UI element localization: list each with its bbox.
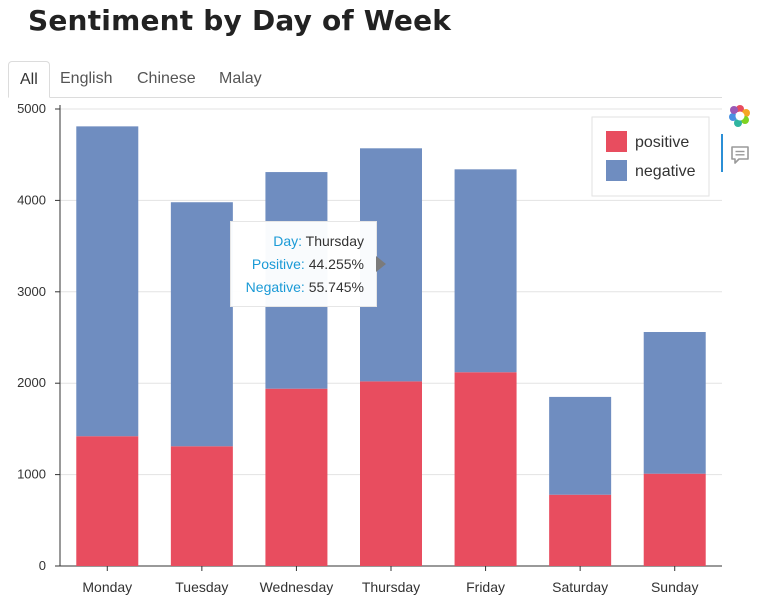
tooltip-negative-key: Negative: — [245, 279, 305, 295]
tab-bar: All English Chinese Malay — [8, 61, 722, 98]
tooltip-negative-row: Negative: 55.745% — [246, 279, 364, 295]
y-tick-label: 1000 — [17, 467, 46, 482]
legend-box — [591, 116, 710, 197]
bar-positive-sunday — [643, 473, 706, 566]
bar-negative-friday — [454, 169, 517, 373]
toolbar-active-indicator — [721, 134, 723, 172]
tooltip-day-value: Thursday — [305, 233, 364, 249]
tooltip-negative-value: 55.745% — [308, 279, 364, 295]
x-tick-label: Sunday — [651, 579, 698, 595]
tooltip-day-row: Day: Thursday — [273, 233, 364, 249]
y-tick-label: 2000 — [17, 375, 46, 390]
bar-negative-saturday — [549, 396, 612, 495]
x-tick-label: Monday — [82, 579, 132, 595]
bar-positive-saturday — [549, 494, 612, 566]
tooltip-positive-row: Positive: 44.255% — [252, 256, 364, 272]
bar-negative-monday — [76, 126, 139, 437]
y-tick-label: 5000 — [17, 101, 46, 116]
bar-positive-thursday — [360, 381, 422, 566]
x-tick-label: Thursday — [362, 579, 420, 595]
tooltip-positive-value: 44.255% — [308, 256, 364, 272]
y-tick-label: 0 — [39, 558, 46, 573]
bar-positive-tuesday — [170, 446, 233, 566]
bar-positive-friday — [454, 372, 517, 566]
page-title: Sentiment by Day of Week — [28, 4, 452, 37]
tab-chinese[interactable]: Chinese — [137, 70, 196, 87]
tab-english[interactable]: English — [60, 70, 113, 87]
bar-negative-tuesday — [170, 202, 233, 447]
x-tick-label: Saturday — [552, 579, 608, 595]
y-tick-label: 4000 — [17, 192, 46, 207]
tooltip-positive-key: Positive: — [251, 256, 305, 272]
legend-swatch-negative — [606, 160, 627, 181]
bar-negative-sunday — [643, 332, 706, 474]
chart-tooltip: Day: Thursday Positive: 44.255% Negative… — [230, 221, 377, 307]
x-tick-label: Tuesday — [175, 579, 228, 595]
bar-positive-monday — [76, 436, 139, 566]
comment-icon[interactable] — [728, 143, 752, 167]
y-tick-label: 3000 — [17, 284, 46, 299]
legend-swatch-positive — [606, 131, 627, 152]
tooltip-day-key: Day: — [273, 233, 302, 249]
legend-label-negative: negative — [635, 163, 696, 180]
tab-all[interactable]: All — [8, 61, 50, 98]
color-wheel-icon[interactable] — [728, 104, 752, 128]
legend-label-positive: positive — [635, 134, 689, 151]
bar-positive-wednesday — [265, 388, 328, 566]
x-tick-label: Wednesday — [260, 579, 334, 595]
tab-malay[interactable]: Malay — [219, 70, 262, 87]
tooltip-arrow-icon — [376, 256, 386, 272]
x-tick-label: Friday — [466, 579, 505, 595]
